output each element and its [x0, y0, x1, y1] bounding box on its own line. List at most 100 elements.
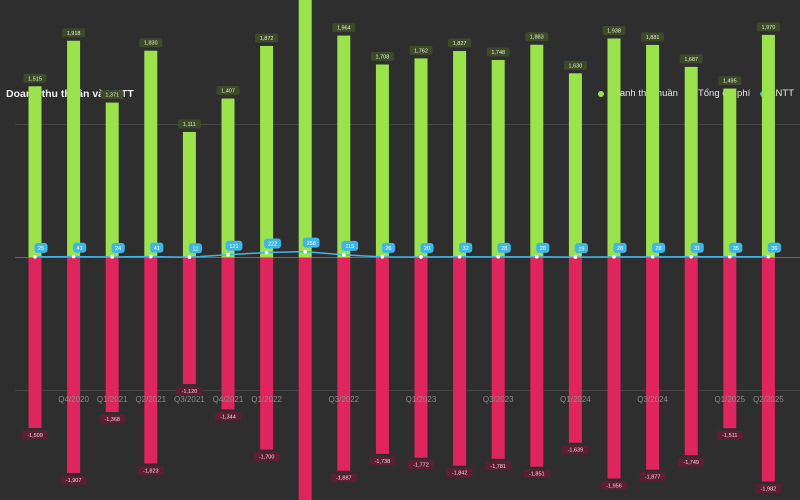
label-revenue-box [62, 28, 86, 38]
label-cost-box [253, 452, 280, 462]
bar-cost [298, 257, 312, 500]
label-cost-box [99, 414, 126, 424]
label-cost-box [639, 472, 666, 482]
label-cost: -1,772 [413, 463, 429, 469]
label-profit: 25 [38, 246, 44, 252]
bar-cost [144, 257, 158, 464]
bar-revenue [723, 88, 737, 258]
label-revenue: 1,748 [491, 50, 505, 56]
label-profit: 20 [424, 246, 430, 252]
bar-revenue [67, 40, 81, 258]
label-cost-box [60, 475, 87, 485]
label-revenue-box [139, 38, 163, 48]
label-revenue-box [756, 22, 780, 32]
label-cost: -1,344 [220, 414, 236, 420]
label-cost-box [214, 411, 242, 421]
label-revenue: 1,881 [646, 35, 660, 41]
bar-revenue [761, 34, 775, 258]
x-tick-label: Q2/2025 [753, 395, 784, 404]
label-revenue: 1,970 [762, 25, 776, 31]
label-revenue-box [563, 60, 587, 70]
label-profit-box [690, 242, 704, 253]
bar-cost [182, 257, 196, 385]
label-profit: 28 [540, 246, 546, 252]
label-revenue: 1,687 [684, 57, 698, 63]
bar-cost [375, 257, 389, 454]
label-cost: -1,749 [683, 460, 699, 466]
label-cost-box [562, 445, 589, 455]
label-cost: -1,639 [568, 448, 584, 454]
label-cost-box [600, 481, 628, 491]
point-profit [187, 255, 192, 260]
label-profit-box [225, 240, 243, 251]
label-profit: 36 [771, 246, 777, 252]
label-profit: 19 [578, 246, 584, 252]
label-revenue: 1,407 [221, 89, 235, 95]
legend-label-profit: LNTT [770, 88, 794, 99]
bar-cost [684, 257, 698, 456]
bar-revenue [530, 44, 544, 258]
label-profit: 222 [268, 242, 277, 248]
label-profit: 31 [694, 246, 700, 252]
point-profit [33, 255, 37, 259]
bar-revenue [144, 50, 158, 258]
label-profit: 41 [154, 246, 160, 252]
label-profit: 12 [192, 246, 198, 252]
point-profit [766, 254, 771, 259]
label-profit-box [150, 242, 164, 253]
label-profit-box [302, 237, 320, 248]
label-profit-box [459, 242, 473, 253]
bar-revenue [684, 66, 698, 258]
point-profit [728, 254, 732, 259]
bar-cost [491, 257, 505, 459]
label-cost: -1,509 [27, 433, 43, 439]
label-revenue-box [718, 76, 742, 86]
label-revenue-box [255, 33, 279, 43]
label-cost-box [523, 469, 550, 479]
bar-cost [530, 257, 544, 467]
label-profit-box [767, 242, 781, 253]
point-profit [457, 254, 462, 259]
label-revenue-box [679, 54, 703, 64]
label-profit-box [111, 242, 125, 253]
label-profit-box [497, 242, 511, 253]
label-cost: -1,511 [722, 433, 737, 439]
label-profit: 41 [77, 246, 83, 252]
label-cost: -1,781 [490, 464, 506, 470]
label-cost-box [485, 461, 512, 471]
point-profit [226, 252, 230, 257]
label-revenue: 1,630 [569, 63, 583, 69]
label-cost-box [369, 456, 396, 466]
x-tick-label: Q3/2024 [637, 395, 668, 404]
label-cost: -1,738 [375, 459, 391, 465]
bar-cost [607, 257, 621, 479]
label-revenue-box [100, 90, 124, 100]
bar-revenue [337, 35, 351, 258]
label-profit: 26 [385, 246, 391, 252]
label-revenue: 1,515 [28, 76, 42, 82]
label-revenue-box [448, 38, 472, 48]
bar-cost [761, 257, 775, 482]
point-profit [110, 255, 114, 259]
bar-revenue [105, 102, 119, 258]
label-cost: -1,368 [104, 417, 120, 423]
point-profit [342, 253, 346, 257]
label-profit-box [264, 238, 281, 249]
bar-cost [67, 257, 81, 473]
label-revenue: 1,762 [414, 48, 428, 54]
bar-revenue [491, 59, 505, 258]
bar-revenue [221, 98, 235, 258]
bar-cost [646, 257, 660, 470]
label-profit-box [188, 243, 202, 254]
legend-item-revenue[interactable]: Doanh thu thuần [597, 88, 678, 99]
point-profit [303, 249, 308, 254]
label-profit-box [381, 242, 395, 253]
label-revenue-box [216, 86, 240, 96]
x-tick-label: Q3/2021 [174, 395, 205, 404]
label-profit: 258 [307, 241, 316, 247]
bar-cost [260, 257, 274, 450]
label-cost: -1,120 [182, 389, 198, 395]
label-cost-box [716, 430, 743, 440]
point-profit [650, 255, 655, 259]
point-profit [264, 250, 269, 255]
